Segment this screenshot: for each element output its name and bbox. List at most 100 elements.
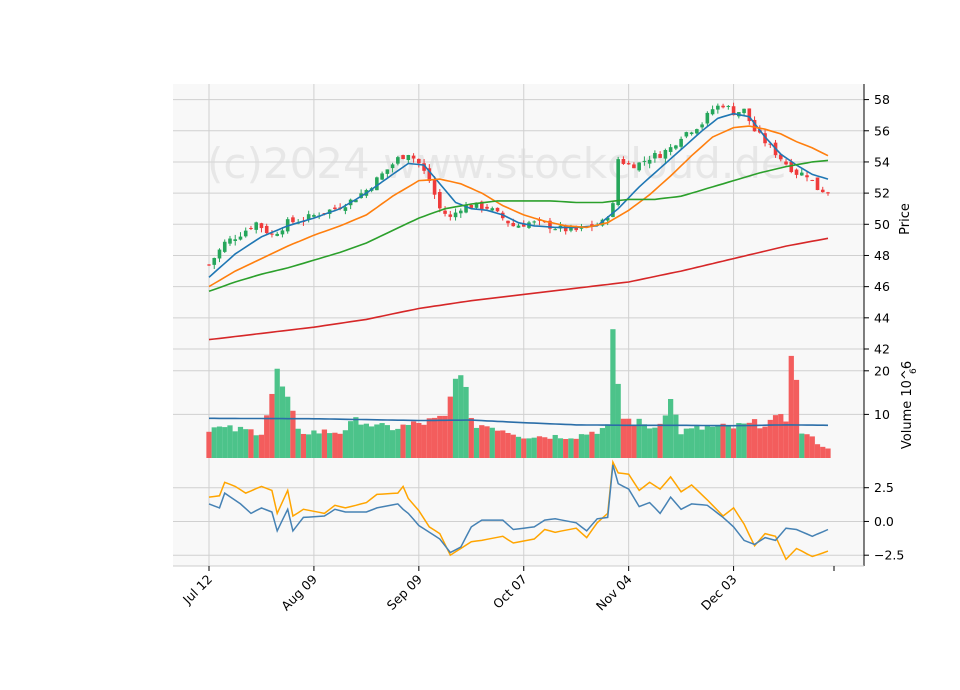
candle-body	[605, 217, 610, 221]
candle-body	[458, 210, 463, 214]
candle-body	[385, 169, 390, 174]
volume-bar	[400, 424, 406, 458]
volume-bar	[814, 444, 821, 458]
volume-tick-label: 20	[874, 363, 890, 378]
volume-bar	[678, 434, 684, 458]
volume-bar	[290, 410, 296, 458]
volume-bar	[253, 435, 259, 458]
volume-bar	[709, 426, 716, 458]
volume-bar	[500, 430, 506, 458]
candle-body	[390, 164, 395, 169]
volume-bar	[395, 428, 401, 458]
oscillator-tick-label: 0.0	[874, 514, 894, 529]
candle-body	[548, 220, 552, 229]
watermark: (c)2024 www.stockcloud.de	[207, 139, 787, 188]
candle-body	[626, 163, 631, 165]
candle-body	[768, 143, 773, 145]
volume-bar	[652, 427, 658, 458]
volume-tick-label: 10	[874, 407, 890, 422]
volume-bar	[605, 424, 611, 458]
volume-bar	[306, 434, 312, 458]
volume-bar	[736, 423, 742, 458]
candle-body	[794, 169, 799, 175]
candle-body	[658, 154, 662, 158]
price-tick-label: 54	[874, 154, 890, 169]
volume-bar	[626, 418, 632, 458]
candle-body	[264, 225, 269, 234]
candle-body	[726, 105, 731, 107]
price-tick-label: 42	[874, 342, 890, 357]
candle-body	[280, 230, 285, 235]
candle-body	[222, 241, 227, 252]
candle-body	[238, 236, 243, 240]
candle-body	[464, 205, 468, 213]
volume-exponent: 6	[909, 368, 919, 374]
candle-body	[820, 189, 825, 193]
volume-bar	[206, 431, 212, 458]
volume-bar	[337, 433, 343, 458]
volume-bar	[746, 422, 752, 458]
candle-body	[763, 133, 767, 144]
candle-body	[600, 219, 605, 226]
volume-bar	[610, 329, 616, 458]
oscillator-line	[208, 464, 829, 554]
volume-bar	[374, 424, 380, 458]
volume-bar	[620, 418, 627, 458]
volume-bar	[599, 428, 606, 458]
volume-bar	[641, 424, 648, 458]
oscillator-line	[208, 459, 829, 561]
volume-bar	[563, 439, 569, 458]
price-tick-label: 58	[874, 92, 890, 107]
volume-bar	[279, 386, 286, 458]
volume-bar	[248, 429, 254, 458]
moving-average-line	[208, 125, 829, 288]
candle-body	[710, 109, 715, 115]
oscillator-tick-label: 2.5	[874, 480, 894, 495]
x-tick-label: Nov 04	[593, 571, 635, 613]
volume-bar	[243, 429, 249, 458]
candle-body	[306, 214, 311, 220]
candle-body	[312, 215, 316, 217]
price-tick-label: 56	[874, 123, 890, 138]
volume-bar	[300, 433, 307, 458]
candle-body	[291, 217, 295, 223]
candle-body	[438, 192, 442, 209]
moving-average-line	[208, 112, 829, 278]
candle-body	[705, 112, 710, 124]
volume-bar	[353, 417, 359, 458]
candle-body	[674, 145, 678, 149]
volume-bar	[285, 396, 291, 458]
candle-body	[432, 179, 437, 195]
volume-bar	[463, 386, 469, 458]
volume-bar	[316, 433, 322, 458]
candle-body	[380, 173, 384, 180]
volume-bar	[473, 427, 480, 458]
candle-body	[653, 152, 657, 159]
volume-bar	[264, 415, 270, 458]
candle-body	[375, 177, 379, 191]
volume-axis-label: Volume 10^6	[900, 361, 915, 449]
candle-body	[254, 222, 259, 230]
volume-bar	[452, 378, 459, 458]
volume-bar	[788, 355, 794, 458]
candle-body	[721, 105, 725, 108]
x-tick-label: Sep 09	[384, 571, 425, 612]
x-tick-label: Dec 03	[698, 572, 740, 614]
volume-bar	[222, 427, 228, 458]
volume-bar	[531, 437, 537, 458]
candle-body	[679, 138, 683, 147]
candle-body	[406, 155, 411, 161]
volume-bar	[468, 417, 474, 458]
candle-body	[647, 159, 652, 164]
volume-bar	[683, 428, 689, 458]
volume-bar	[458, 375, 464, 458]
volume-bar	[636, 418, 642, 458]
candle-body	[553, 229, 558, 231]
volume-bar	[762, 426, 768, 458]
candle-body	[354, 199, 358, 203]
volume-bar	[274, 368, 280, 458]
candle-body	[474, 202, 479, 208]
volume-bar	[720, 423, 726, 458]
